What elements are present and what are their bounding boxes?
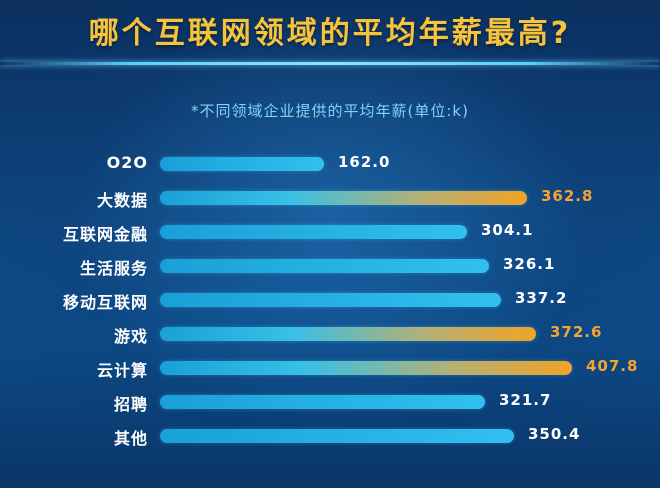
value-label: 321.7 <box>499 391 552 409</box>
title-divider <box>0 62 660 65</box>
bar <box>160 293 501 307</box>
value-label: 304.1 <box>481 221 534 239</box>
value-label: 362.8 <box>541 187 594 205</box>
bar-row: 生活服务 326.1 <box>0 250 660 284</box>
category-label: 云计算 <box>96 361 148 380</box>
value-label: 407.8 <box>586 357 639 375</box>
bar-row: 互联网金融 304.1 <box>0 216 660 250</box>
category-label: 移动互联网 <box>62 293 148 312</box>
bar-row: O2O 162.0 <box>0 148 660 182</box>
bar-row: 移动互联网 337.2 <box>0 284 660 318</box>
category-label: 游戏 <box>113 327 148 346</box>
category-label: 招聘 <box>113 395 148 414</box>
value-label: 372.6 <box>550 323 603 341</box>
bar <box>160 191 527 205</box>
bar <box>160 157 324 171</box>
value-label: 326.1 <box>503 255 556 273</box>
bar-row: 招聘 321.7 <box>0 386 660 420</box>
category-label: 互联网金融 <box>62 225 148 244</box>
category-label: 生活服务 <box>79 259 148 278</box>
bar-rows: O2O 162.0 大数据 362.8 互联网金融 304.1 生活服务 326.1 移动互联网… <box>0 148 660 454</box>
category-label: 大数据 <box>96 191 148 210</box>
bar-row: 云计算 407.8 <box>0 352 660 386</box>
bar <box>160 395 485 409</box>
bar <box>160 429 514 443</box>
bar <box>160 361 572 375</box>
category-label: O2O <box>106 153 148 172</box>
bar <box>160 225 467 239</box>
bar-row: 游戏 372.6 <box>0 318 660 352</box>
value-label: 350.4 <box>528 425 581 443</box>
value-label: 337.2 <box>515 289 568 307</box>
chart-title: 哪个互联网领域的平均年薪最高? <box>88 16 572 51</box>
category-label: 其他 <box>113 429 148 448</box>
bar <box>160 327 536 341</box>
value-label: 162.0 <box>338 153 391 171</box>
bar-row: 大数据 362.8 <box>0 182 660 216</box>
chart-subtitle: *不同领域企业提供的平均年薪(单位:k) <box>191 102 469 120</box>
bar-row: 其他 350.4 <box>0 420 660 454</box>
bar <box>160 259 489 273</box>
